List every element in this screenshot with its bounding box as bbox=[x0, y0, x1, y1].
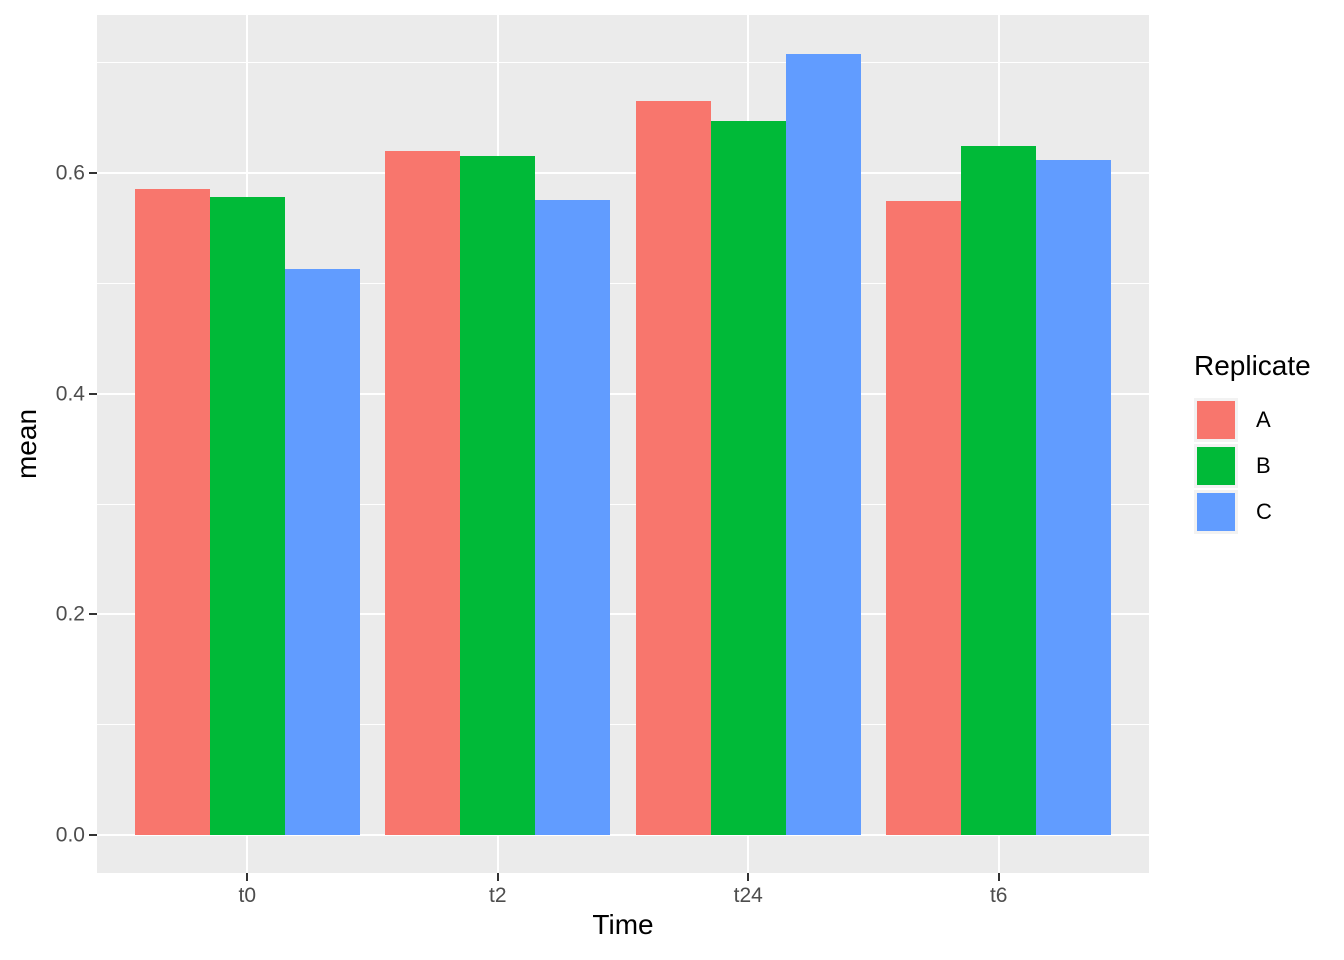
x-axis-title: Time bbox=[592, 909, 654, 940]
legend-item-B: B bbox=[1194, 444, 1311, 488]
bar-t6-C bbox=[1036, 159, 1112, 836]
legend-title: Replicate bbox=[1194, 350, 1311, 381]
legend-swatch-A bbox=[1197, 401, 1235, 439]
bar-t0-C bbox=[284, 269, 360, 836]
y-tick-mark bbox=[89, 613, 97, 616]
y-tick-label: 0.6 bbox=[55, 161, 85, 185]
gridline-minor bbox=[97, 62, 1149, 64]
bar-t6-A bbox=[886, 200, 962, 836]
x-tick-label: t24 bbox=[733, 884, 763, 907]
bar-t6-B bbox=[961, 145, 1037, 836]
bar-t24-C bbox=[785, 54, 861, 836]
y-tick-label: 0.2 bbox=[55, 602, 85, 626]
gridline-major bbox=[97, 392, 1149, 395]
y-tick-mark bbox=[89, 172, 97, 175]
legend-swatch-C bbox=[1197, 493, 1235, 531]
y-tick-mark bbox=[89, 834, 97, 837]
plot-panel bbox=[97, 15, 1149, 873]
legend-item-A: A bbox=[1194, 398, 1311, 442]
bar-t2-A bbox=[385, 151, 461, 836]
legend-key-C bbox=[1194, 490, 1238, 534]
legend-key-A bbox=[1194, 398, 1238, 442]
legend-label: B bbox=[1256, 453, 1271, 478]
legend-item-C: C bbox=[1194, 490, 1311, 534]
bar-t2-C bbox=[535, 199, 611, 836]
x-tick-label: t6 bbox=[989, 884, 1008, 907]
bar-t24-B bbox=[710, 121, 786, 836]
gridline-major bbox=[97, 613, 1149, 616]
bar-t0-B bbox=[209, 197, 285, 836]
gridline-minor bbox=[97, 282, 1149, 284]
bar-t24-A bbox=[635, 101, 711, 836]
x-tick-mark bbox=[747, 873, 750, 881]
bar-t0-A bbox=[134, 188, 210, 836]
legend-key-B bbox=[1194, 444, 1238, 488]
x-tick-mark bbox=[997, 873, 1000, 881]
gridline-minor bbox=[97, 503, 1149, 505]
y-tick-mark bbox=[89, 392, 97, 395]
legend-label: A bbox=[1256, 407, 1271, 432]
y-axis-title: mean bbox=[11, 408, 42, 480]
legend-label: C bbox=[1256, 499, 1272, 524]
y-tick-label: 0.0 bbox=[55, 823, 85, 847]
gridline-major bbox=[97, 172, 1149, 175]
x-tick-label: t2 bbox=[488, 884, 507, 907]
gridline-minor bbox=[97, 724, 1149, 726]
y-tick-label: 0.4 bbox=[55, 382, 85, 406]
x-tick-mark bbox=[496, 873, 499, 881]
x-tick-mark bbox=[246, 873, 249, 881]
legend-swatch-B bbox=[1197, 447, 1235, 485]
bar-t2-B bbox=[460, 155, 536, 836]
x-tick-label: t0 bbox=[238, 884, 257, 907]
gridline-major bbox=[97, 834, 1149, 837]
